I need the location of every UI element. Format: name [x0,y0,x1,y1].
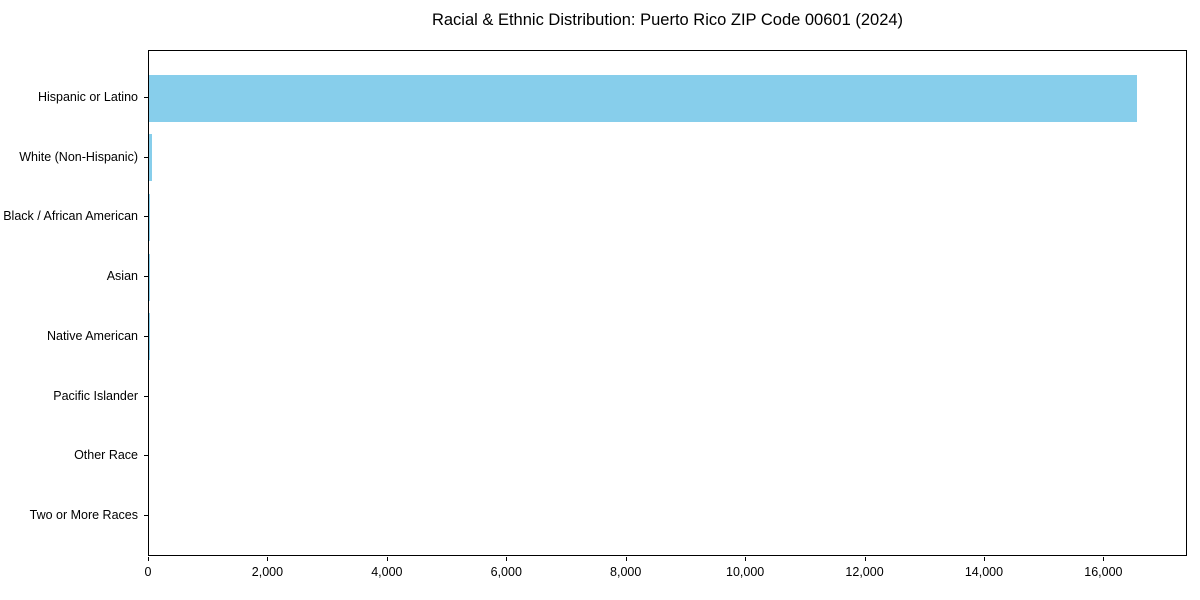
y-tick-mark [144,156,148,158]
x-tick-label-12-000: 12,000 [845,565,884,579]
x-tick-label-6-000: 6,000 [490,565,522,579]
x-tick-label-10-000: 10,000 [726,565,765,579]
y-tick-mark [144,276,148,278]
chart-title: Racial & Ethnic Distribution: Puerto Ric… [431,11,904,29]
y-tick-mark [144,395,148,397]
y-tick-mark [144,514,148,516]
x-tick-mark [386,557,388,561]
x-tick-mark [864,557,866,561]
x-tick-mark [1103,557,1105,561]
bar-black-african-american [149,193,150,241]
x-tick-label-16-000: 16,000 [1084,565,1123,579]
bar-white-non-hispanic [149,134,152,182]
bar-asian [149,253,150,301]
x-tick-mark [506,557,508,561]
y-tick-mark [144,455,148,457]
x-tick-label-2-000: 2,000 [251,565,284,579]
x-tick-label-0: 0 [144,565,152,579]
y-tick-label-white-non-hispanic: White (Non-Hispanic) [19,149,138,164]
y-tick-label-other-race: Other Race [74,448,138,463]
y-tick-mark [144,97,148,98]
y-tick-mark [144,335,148,337]
x-tick-mark [745,557,747,561]
y-tick-label-pacific-islander: Pacific Islander [53,388,138,403]
x-tick-label-8-000: 8,000 [610,565,642,579]
plot-area [148,50,1187,556]
y-tick-label-hispanic-or-latino: Hispanic or Latino [37,90,138,104]
x-tick-label-4-000: 4,000 [371,565,403,579]
bar-hispanic-or-latino [149,74,1137,122]
x-tick-mark [148,557,149,561]
x-tick-mark [267,557,269,561]
x-tick-mark [625,557,627,561]
y-tick-label-two-or-more-races: Two or More Races [29,507,138,522]
y-tick-label-black-african-american: Black / African American [3,209,138,224]
y-tick-label-asian: Asian [106,269,138,284]
x-tick-mark [983,557,985,561]
y-tick-label-native-american: Native American [46,328,138,343]
y-tick-mark [144,216,148,218]
x-tick-label-14-000: 14,000 [964,565,1004,579]
